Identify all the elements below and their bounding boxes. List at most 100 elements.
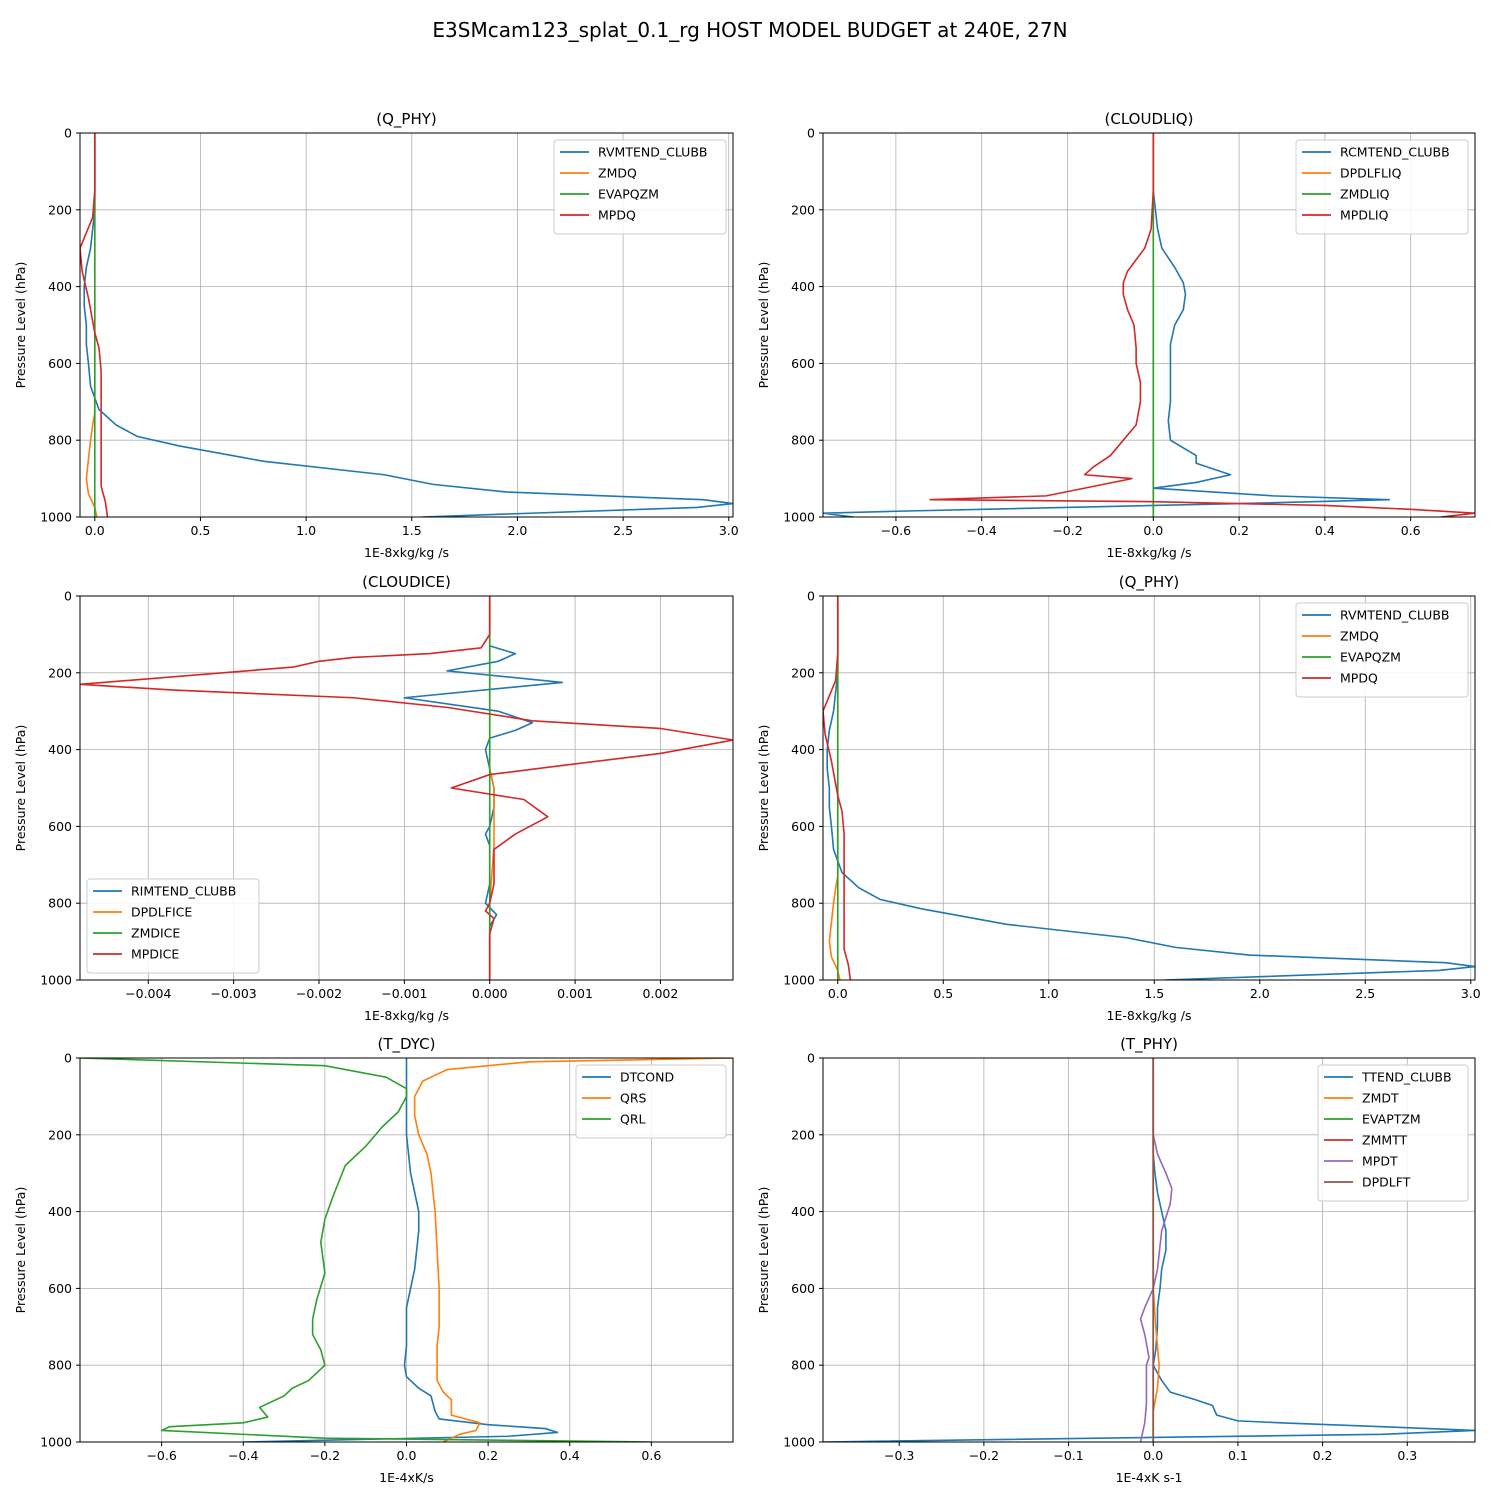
x-tick-label: 1.5 — [1144, 986, 1164, 1001]
panel-t-dyc: −0.6 −0.4 −0.2 0.0 0.2 0.4 0.6 0 200 400 600 800 100… — [13, 1035, 734, 1485]
x-tick-label: 0.0 — [1143, 1448, 1163, 1463]
y-axis-label: Pressure Level (hPa) — [13, 1187, 28, 1314]
legend-label-qrs: QRS — [620, 1091, 647, 1106]
x-tick-label: −0.001 — [381, 986, 427, 1001]
y-tick-label: 200 — [48, 1127, 72, 1142]
x-tick-label: 0.2 — [478, 1448, 498, 1463]
panel-q-phy-top-left: 0.0 0.5 1.0 1.5 2.0 2.5 3.0 0 200 400 600 800 1000 (Q… — [13, 110, 739, 560]
series-line-rcmtend-clubb — [823, 133, 1391, 517]
x-tick-label: 0.0 — [397, 1448, 417, 1463]
x-tick-label: 0.1 — [1228, 1448, 1248, 1463]
y-tick-label: 0 — [64, 589, 72, 604]
x-axis-label: 1E-8xkg/kg /s — [1107, 1008, 1192, 1023]
x-axis-label: 1E-8xkg/kg /s — [364, 1008, 449, 1023]
y-axis-label: Pressure Level (hPa) — [13, 725, 28, 852]
legend: DTCOND QRS QRL — [575, 1064, 727, 1139]
series-line-qrl — [80, 1058, 652, 1442]
x-tick-label: −0.3 — [884, 1448, 914, 1463]
series-line-mpdice — [80, 596, 733, 980]
y-tick-label: 0 — [64, 1051, 72, 1066]
x-tick-label: 3.0 — [1461, 986, 1481, 1001]
legend-label-rvmtend-clubb: RVMTEND_CLUBB — [1340, 608, 1449, 623]
x-tick-label: 3.0 — [719, 523, 739, 538]
legend: RCMTEND_CLUBB DPDLFLIQ ZMDLIQ MPDLIQ — [1295, 139, 1469, 235]
y-tick-label: 200 — [791, 1127, 815, 1142]
x-tick-label: 2.5 — [613, 523, 633, 538]
y-tick-label: 400 — [791, 1204, 815, 1219]
y-axis-label: Pressure Level (hPa) — [756, 1187, 771, 1314]
y-axis-label: Pressure Level (hPa) — [13, 262, 28, 389]
x-tick-label: 0.001 — [557, 986, 593, 1001]
legend-box — [86, 878, 260, 974]
legend: TTEND_CLUBB ZMDT EVAPTZM ZMMTT MPDT DPDLFT — [1317, 1064, 1469, 1202]
y-tick-label: 1000 — [783, 973, 815, 988]
x-tick-label: 2.5 — [1355, 986, 1375, 1001]
legend: RVMTEND_CLUBB ZMDQ EVAPQZM MPDQ — [553, 139, 727, 235]
x-tick-label: 0.4 — [560, 1448, 580, 1463]
x-axis-label: 1E-8xkg/kg /s — [1107, 545, 1192, 560]
legend-label-dpdlfice: DPDLFICE — [131, 905, 192, 920]
x-tick-label: −0.1 — [1053, 1448, 1083, 1463]
y-tick-label: 1000 — [783, 510, 815, 525]
legend-label-mpdliq: MPDLIQ — [1340, 208, 1389, 223]
y-tick-label: 800 — [791, 1358, 815, 1373]
legend-label-zmdq: ZMDQ — [598, 166, 637, 181]
axes-frame — [822, 1057, 1476, 1443]
legend-label-zmmtt: ZMMTT — [1362, 1133, 1408, 1148]
y-tick-label: 0 — [807, 589, 815, 604]
x-tick-label: 0.3 — [1397, 1448, 1417, 1463]
panel-cloudice: −0.004 −0.003 −0.002 −0.001 0.000 0.001 0.002 0… — [13, 573, 734, 1023]
series-line-mpdq — [80, 133, 109, 517]
y-tick-label: 600 — [48, 819, 72, 834]
legend-label-rimtend-clubb: RIMTEND_CLUBB — [131, 884, 236, 899]
axes-frame — [79, 132, 734, 518]
y-axis-label: Pressure Level (hPa) — [756, 725, 771, 852]
x-tick-label: 0.2 — [1229, 523, 1249, 538]
x-tick-label: 0.5 — [191, 523, 211, 538]
axes-frame — [822, 595, 1476, 981]
x-tick-label: 1.0 — [1039, 986, 1059, 1001]
panel-title: (T_DYC) — [378, 1035, 436, 1054]
series-line-mpdq — [823, 596, 852, 980]
y-tick-label: 0 — [807, 126, 815, 141]
legend-label-dpdlfliq: DPDLFLIQ — [1340, 166, 1402, 181]
y-tick-label: 1000 — [40, 510, 72, 525]
x-tick-label: 0.002 — [643, 986, 679, 1001]
x-tick-label: −0.2 — [1052, 523, 1082, 538]
legend-label-dtcond: DTCOND — [620, 1070, 674, 1085]
legend-label-zmdq: ZMDQ — [1340, 629, 1379, 644]
panel-title: (CLOUDLIQ) — [1105, 110, 1194, 128]
legend-label-mpdt: MPDT — [1362, 1154, 1398, 1169]
x-axis-label: 1E-4xK s-1 — [1116, 1470, 1183, 1485]
x-tick-label: −0.004 — [125, 986, 171, 1001]
x-tick-label: −0.2 — [310, 1448, 340, 1463]
y-tick-label: 400 — [48, 1204, 72, 1219]
x-tick-label: 0.2 — [1313, 1448, 1333, 1463]
panel-q-phy-middle-right: 0.0 0.5 1.0 1.5 2.0 2.5 3.0 0 200 400 600 800 1000 (Q… — [756, 573, 1481, 1023]
legend-label-mpdq: MPDQ — [1340, 671, 1378, 686]
y-tick-label: 600 — [791, 356, 815, 371]
panel-title: (Q_PHY) — [1119, 573, 1180, 592]
x-tick-label: −0.4 — [967, 523, 997, 538]
panel-cloudliq: −0.6 −0.4 −0.2 0.0 0.2 0.4 0.6 0 200 400 600 800 100… — [756, 110, 1476, 560]
y-tick-label: 400 — [48, 742, 72, 757]
y-tick-label: 800 — [48, 1358, 72, 1373]
y-tick-label: 0 — [64, 126, 72, 141]
legend-label-rcmtend-clubb: RCMTEND_CLUBB — [1340, 145, 1450, 160]
y-tick-label: 600 — [791, 819, 815, 834]
legend-label-qrl: QRL — [620, 1112, 646, 1127]
y-tick-label: 0 — [807, 1051, 815, 1066]
y-tick-label: 600 — [791, 1281, 815, 1296]
series-line-ttend-clubb — [823, 1058, 1475, 1442]
legend-box — [1295, 139, 1469, 235]
x-tick-label: 1.5 — [402, 523, 422, 538]
x-tick-label: 2.0 — [1250, 986, 1270, 1001]
series-line-qrs — [413, 1058, 733, 1442]
y-tick-label: 800 — [48, 896, 72, 911]
legend-label-zmdliq: ZMDLIQ — [1340, 187, 1390, 202]
panel-t-phy: −0.3 −0.2 −0.1 0.0 0.1 0.2 0.3 0 200 400 600 800 100… — [756, 1035, 1476, 1485]
legend-label-mpdice: MPDICE — [131, 947, 179, 962]
y-tick-label: 800 — [791, 433, 815, 448]
